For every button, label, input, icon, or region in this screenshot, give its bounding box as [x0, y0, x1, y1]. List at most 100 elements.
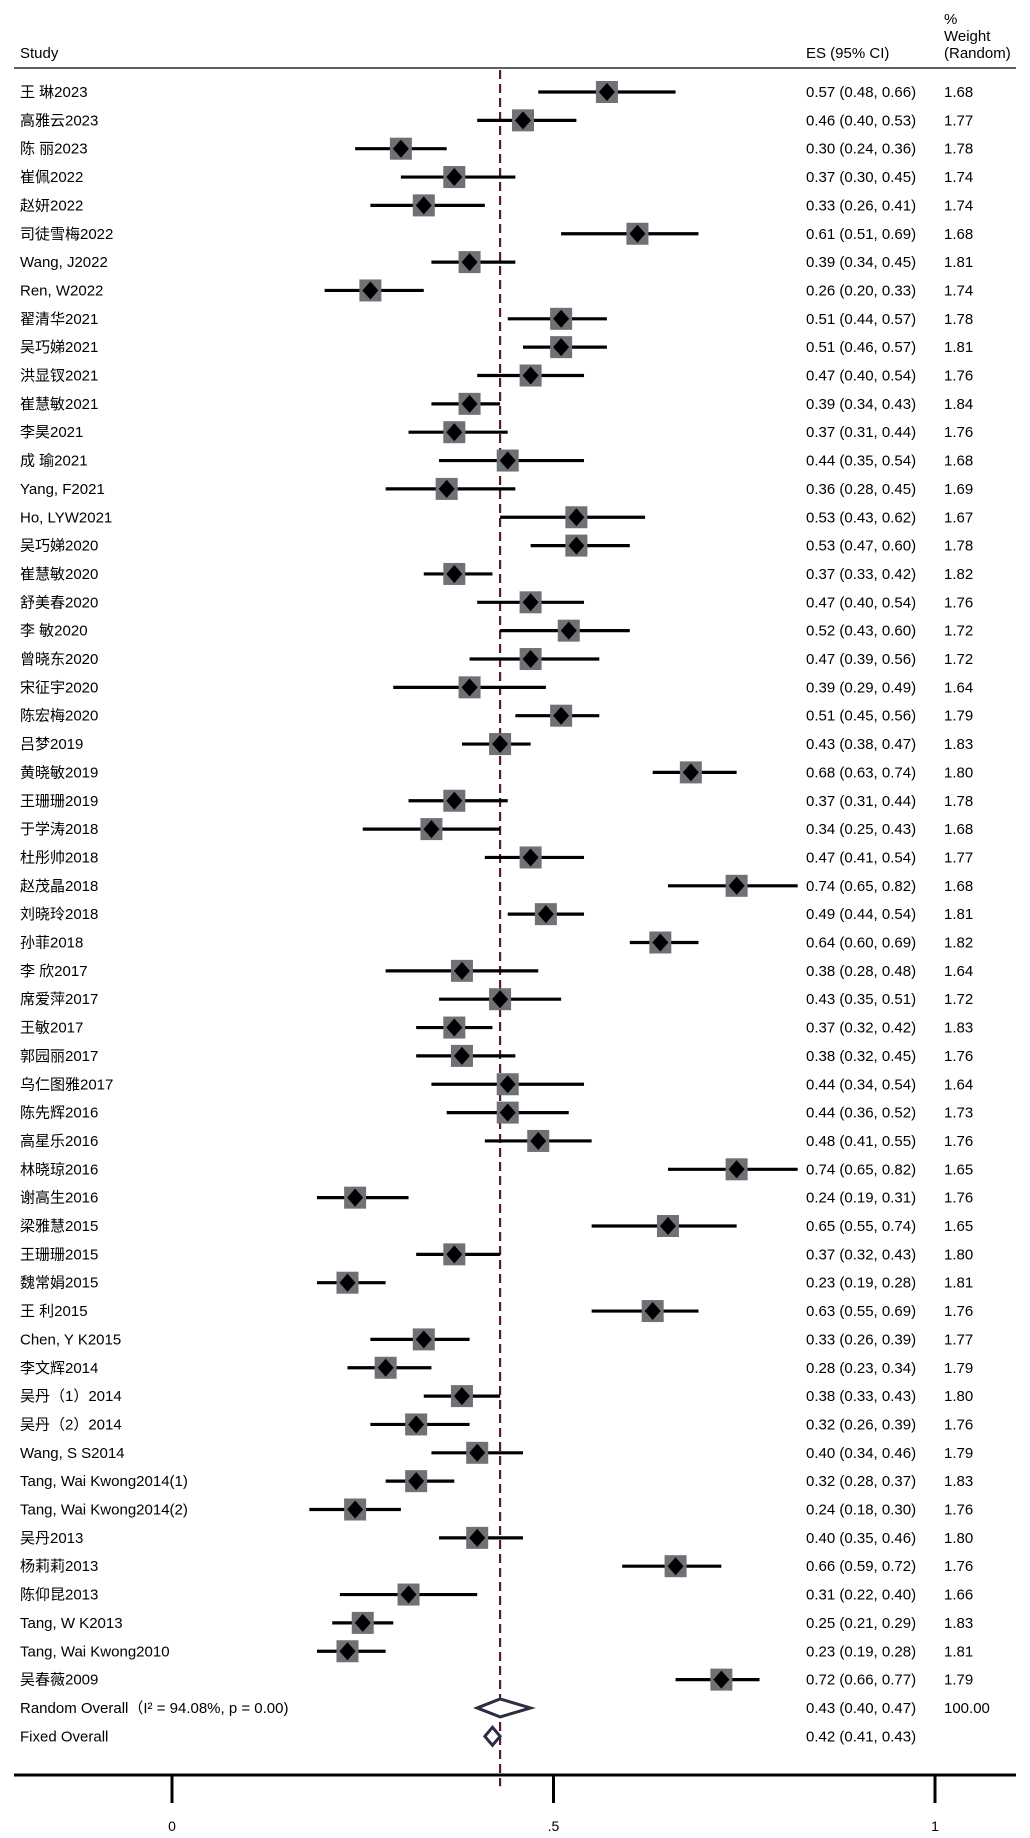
weight-value: 1.83 [944, 1020, 973, 1037]
weight-value: 1.81 [944, 1275, 973, 1292]
point-estimate-marker [408, 1415, 425, 1434]
es-ci-value: 0.26 (0.20, 0.33) [806, 282, 916, 299]
es-ci-value: 0.43 (0.38, 0.47) [806, 736, 916, 753]
study-row: Yang, F2021 0.36 (0.28, 0.45) 1.69 [20, 477, 973, 500]
point-estimate-marker [362, 281, 379, 300]
study-row: 吴春薇2009 0.72 (0.66, 0.77) 1.79 [20, 1668, 973, 1691]
study-row: Tang, Wai Kwong2010 0.23 (0.19, 0.28) 1.81 [20, 1640, 973, 1663]
point-estimate-marker [522, 848, 539, 867]
study-row: 赵茂晶2018 0.74 (0.65, 0.82) 1.68 [20, 874, 973, 897]
weight-value: 1.82 [944, 566, 973, 583]
study-label: 席爱萍2017 [20, 991, 98, 1008]
weight-value: 1.76 [944, 368, 973, 385]
study-label: Wang, S S2014 [20, 1445, 125, 1462]
x-tick-label: 1 [931, 1818, 939, 1834]
study-row: 舒美春2020 0.47 (0.40, 0.54) 1.76 [20, 591, 973, 614]
overall-row: Fixed Overall 0.42 (0.41, 0.43) [20, 1724, 916, 1748]
study-row: 吕梦2019 0.43 (0.38, 0.47) 1.83 [20, 733, 973, 756]
study-row: 孙菲2018 0.64 (0.60, 0.69) 1.82 [20, 931, 973, 954]
study-row: 李文辉2014 0.28 (0.23, 0.34) 1.79 [20, 1356, 973, 1379]
weight-value: 1.68 [944, 821, 973, 838]
es-ci-value: 0.51 (0.46, 0.57) [806, 339, 916, 356]
es-ci-value: 0.37 (0.32, 0.43) [806, 1246, 916, 1263]
es-ci-value: 0.34 (0.25, 0.43) [806, 821, 916, 838]
es-ci-value: 0.37 (0.31, 0.44) [806, 793, 916, 810]
weight-value: 1.81 [944, 1643, 973, 1660]
study-label: Tang, Wai Kwong2014(2) [20, 1502, 188, 1519]
study-row: 洪显钗2021 0.47 (0.40, 0.54) 1.76 [20, 364, 973, 387]
study-row: Wang, S S2014 0.40 (0.34, 0.46) 1.79 [20, 1441, 973, 1464]
weight-value: 1.66 [944, 1587, 973, 1604]
es-ci-value: 0.68 (0.63, 0.74) [806, 764, 916, 781]
es-ci-value: 0.44 (0.35, 0.54) [806, 453, 916, 470]
es-ci-value: 0.44 (0.34, 0.54) [806, 1076, 916, 1093]
weight-value: 1.74 [944, 197, 973, 214]
weight-value: 1.74 [944, 169, 973, 186]
point-estimate-marker [423, 820, 440, 839]
study-row: 林晓琼2016 0.74 (0.65, 0.82) 1.65 [20, 1158, 973, 1181]
es-ci-value: 0.39 (0.34, 0.45) [806, 254, 916, 271]
es-ci-value: 0.47 (0.40, 0.54) [806, 594, 916, 611]
point-estimate-marker [446, 1018, 463, 1037]
study-label: 吴春薇2009 [20, 1672, 98, 1689]
point-estimate-marker [446, 564, 463, 583]
weight-value: 1.76 [944, 1048, 973, 1065]
weight-value: 1.72 [944, 623, 973, 640]
point-estimate-marker [400, 1585, 417, 1604]
study-label: Chen, Y K2015 [20, 1331, 121, 1348]
weight-value: 1.80 [944, 1246, 973, 1263]
study-label: 赵茂晶2018 [20, 878, 98, 895]
es-ci-value: 0.38 (0.32, 0.45) [806, 1048, 916, 1065]
study-label: 崔慧敏2020 [20, 566, 98, 583]
weight-value: 1.76 [944, 1190, 973, 1207]
weight-value: 1.83 [944, 736, 973, 753]
weight-value: 1.73 [944, 1105, 973, 1122]
study-row: 魏常娟2015 0.23 (0.19, 0.28) 1.81 [20, 1271, 973, 1294]
weight-value: 1.77 [944, 112, 973, 129]
x-tick-label: .5 [548, 1818, 560, 1834]
weight-value: 1.81 [944, 906, 973, 923]
study-row: Chen, Y K2015 0.33 (0.26, 0.39) 1.77 [20, 1328, 973, 1351]
es-ci-value: 0.40 (0.35, 0.46) [806, 1530, 916, 1547]
study-row: 李 欣2017 0.38 (0.28, 0.48) 1.64 [20, 959, 973, 982]
es-ci-value: 0.47 (0.40, 0.54) [806, 368, 916, 385]
point-estimate-marker [728, 1160, 745, 1179]
study-row: 于学涛2018 0.34 (0.25, 0.43) 1.68 [20, 818, 973, 841]
es-ci-value: 0.33 (0.26, 0.41) [806, 197, 916, 214]
point-estimate-marker [568, 508, 585, 527]
es-ci-value: 0.32 (0.28, 0.37) [806, 1473, 916, 1490]
study-column-header: Study [20, 45, 59, 62]
study-row: 陈仰昆2013 0.31 (0.22, 0.40) 1.66 [20, 1583, 973, 1606]
study-row: 陈宏梅2020 0.51 (0.45, 0.56) 1.79 [20, 704, 973, 727]
es-ci-value: 0.43 (0.40, 0.47) [806, 1700, 916, 1717]
weight-value: 1.68 [944, 84, 973, 101]
study-row: 黄晓敏2019 0.68 (0.63, 0.74) 1.80 [20, 761, 973, 784]
weight-value: 1.80 [944, 764, 973, 781]
study-row: 谢高生2016 0.24 (0.19, 0.31) 1.76 [20, 1186, 973, 1209]
study-row: 吴巧娣2020 0.53 (0.47, 0.60) 1.78 [20, 534, 973, 557]
study-label: Yang, F2021 [20, 481, 105, 498]
study-label: 洪显钗2021 [20, 368, 98, 385]
es-ci-value: 0.30 (0.24, 0.36) [806, 141, 916, 158]
study-row: 王 利2015 0.63 (0.55, 0.69) 1.76 [20, 1300, 973, 1323]
point-estimate-marker [453, 1046, 470, 1065]
study-label: 乌仁图雅2017 [20, 1076, 113, 1093]
point-estimate-marker [598, 83, 615, 101]
point-estimate-marker [514, 111, 531, 130]
point-estimate-marker [492, 735, 509, 754]
weight-value: 1.67 [944, 509, 973, 526]
es-ci-value: 0.42 (0.41, 0.43) [806, 1728, 916, 1745]
study-label: 李 敏2020 [20, 623, 88, 640]
weight-value: 1.65 [944, 1218, 973, 1235]
weight-value: 1.77 [944, 849, 973, 866]
study-label: 刘晓玲2018 [20, 906, 98, 923]
study-label: 李文辉2014 [20, 1360, 98, 1377]
weight-value: 1.83 [944, 1473, 973, 1490]
es-ci-value: 0.57 (0.48, 0.66) [806, 84, 916, 101]
point-estimate-marker [446, 423, 463, 442]
study-label: 吴巧娣2020 [20, 538, 98, 555]
x-tick-label: 0 [168, 1818, 176, 1834]
weight-value: 1.68 [944, 878, 973, 895]
study-row: 吴丹（1）2014 0.38 (0.33, 0.43) 1.80 [20, 1385, 973, 1408]
weight-value: 1.76 [944, 1303, 973, 1320]
